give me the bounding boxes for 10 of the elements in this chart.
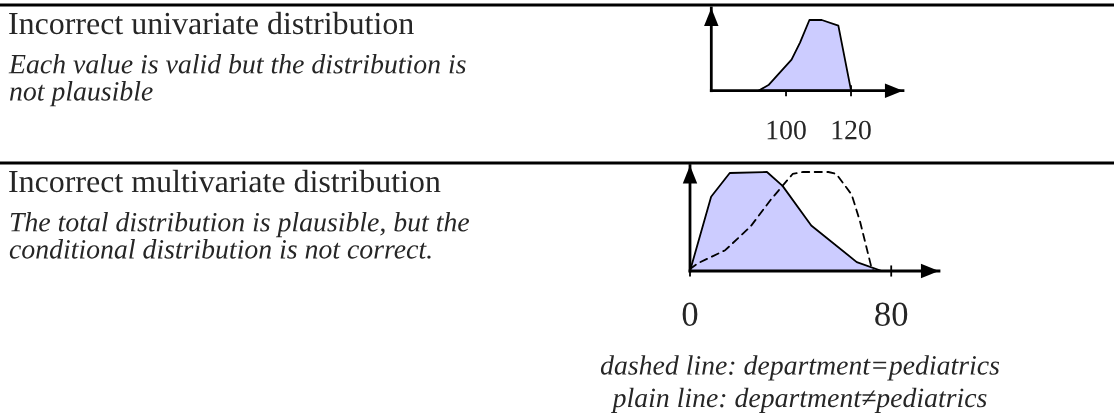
text: plain line: department≠pediatrics [610,387,987,413]
text: Each value is valid but the distribution is not plausible [8,54,466,107]
x-tick-label: 80 [875,302,908,326]
x-tick-label: 0 [682,302,698,326]
text: Incorrect univariate distribution [9,11,414,35]
x-tick-label: 120 [832,120,871,140]
text: dashed line: department=pediatrics [600,355,1000,381]
text: The total distribution is plausible, but the conditional distribution is not correct. [9,212,470,259]
x-tick-label: 100 [767,120,806,140]
text: Incorrect multivariate distribution [9,169,441,193]
